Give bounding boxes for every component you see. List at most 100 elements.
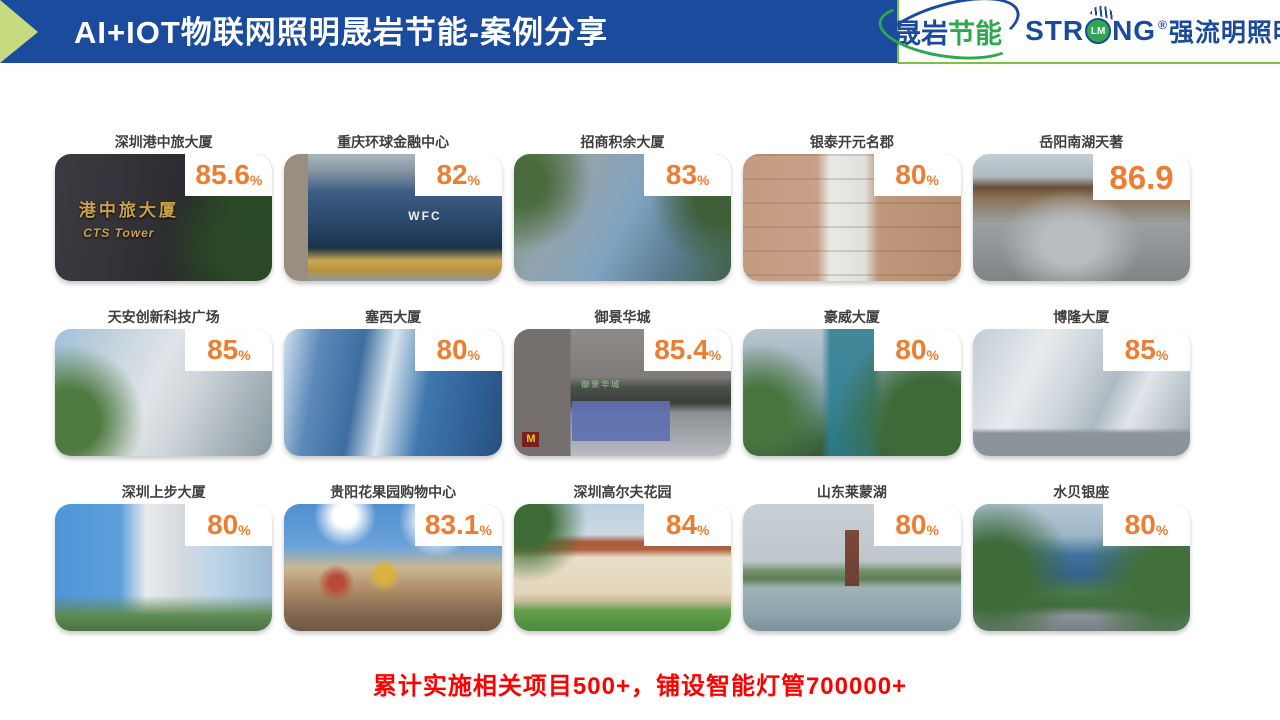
case-card: 深圳高尔夫花园 84% <box>513 483 732 631</box>
case-title: 深圳港中旅大厦 <box>114 134 213 150</box>
logo-text-cn-green: 节能 <box>948 18 1003 49</box>
percent-sign: % <box>249 172 263 188</box>
savings-badge: 80% <box>873 329 961 371</box>
case-title: 岳阳南湖天著 <box>1039 134 1124 150</box>
savings-badge: 82% <box>414 154 502 196</box>
case-title: 重庆环球金融中心 <box>337 134 450 150</box>
savings-value: 85 <box>207 334 239 365</box>
case-card: 重庆环球金融中心 WFC 82% <box>284 133 502 281</box>
registered-mark: ® <box>1158 18 1167 32</box>
percent-sign: % <box>926 522 939 538</box>
mcdonalds-sign: M <box>522 432 540 448</box>
case-photo: 85% <box>55 329 273 456</box>
lm-badge: LM <box>1085 18 1112 44</box>
percent-sign: % <box>926 347 939 363</box>
case-card: 招商积余大厦 83% <box>513 133 732 281</box>
percent-sign: % <box>238 347 251 363</box>
savings-value: 85.4 <box>654 334 709 365</box>
photo-text: WFC <box>408 208 442 223</box>
savings-value: 80 <box>895 334 927 365</box>
savings-badge: 80% <box>1102 504 1190 546</box>
strong-logo: STR LM NG ® 强流明照明 <box>1025 3 1280 49</box>
case-photo: 84% <box>513 504 732 631</box>
savings-badge: 84% <box>644 504 732 546</box>
savings-badge: 83.1% <box>414 504 502 546</box>
case-card: 塞西大厦 80% <box>284 308 502 456</box>
case-card: 深圳港中旅大厦 港中旅大厦 CTS Tower 85.6% <box>55 133 273 281</box>
logo-text-str: STR <box>1025 15 1085 46</box>
savings-badge: 85.6% <box>185 154 273 196</box>
savings-value: 85.6 <box>195 159 250 190</box>
savings-value: 80 <box>895 509 927 540</box>
case-photo: WFC 82% <box>284 154 502 281</box>
savings-badge: 83% <box>644 154 732 196</box>
savings-value: 85 <box>1124 334 1156 365</box>
case-title: 招商积余大厦 <box>580 134 665 150</box>
savings-badge: 80% <box>414 329 502 371</box>
percent-sign: % <box>1155 522 1169 538</box>
case-card: 天安创新科技广场 85% <box>55 308 273 456</box>
logo-text-ng: NG <box>1112 15 1157 46</box>
savings-badge: 86.9 <box>1092 154 1190 200</box>
savings-badge: 85% <box>1102 329 1190 371</box>
case-grid: 深圳港中旅大厦 港中旅大厦 CTS Tower 85.6% 重庆环球金融中心 W… <box>55 133 1190 631</box>
case-title: 山东莱蒙湖 <box>816 484 887 500</box>
fan-stripes-icon <box>1090 3 1117 20</box>
case-title: 豪威大厦 <box>823 309 880 325</box>
case-title: 贵阳花果园购物中心 <box>330 484 457 500</box>
summary-statement: 累计实施相关项目500+，铺设智能灯管700000+ <box>372 673 908 700</box>
percent-sign: % <box>697 172 710 188</box>
savings-value: 86.9 <box>1109 158 1174 196</box>
case-title: 博隆大厦 <box>1053 309 1110 325</box>
case-title: 深圳上步大厦 <box>121 484 206 500</box>
case-photo: 港中旅大厦 CTS Tower 85.6% <box>55 154 273 281</box>
percent-sign: % <box>479 522 492 538</box>
photo-text: 港中旅大厦 <box>78 200 179 220</box>
header-bar: AI+IOT物联网照明晟岩节能-案例分享 <box>0 0 897 63</box>
percent-sign: % <box>697 522 710 538</box>
arrow-icon <box>0 0 38 63</box>
case-title: 天安创新科技广场 <box>107 309 220 325</box>
savings-value: 83 <box>665 159 698 190</box>
savings-value: 84 <box>665 509 698 540</box>
savings-badge: 80% <box>873 504 961 546</box>
case-card: 水贝银座 80% <box>972 483 1190 631</box>
case-title: 银泰开元名郡 <box>809 134 894 150</box>
savings-badge: 85.4% <box>644 329 732 371</box>
percent-sign: % <box>1155 347 1169 363</box>
case-card: 贵阳花果园购物中心 83.1% <box>284 483 502 631</box>
case-title: 御景华城 <box>594 309 651 325</box>
savings-badge: 85% <box>185 329 273 371</box>
percent-sign: % <box>708 347 722 363</box>
savings-value: 80 <box>207 509 239 540</box>
percent-sign: % <box>238 522 251 538</box>
case-photo: 86.9 <box>972 154 1190 281</box>
case-card: 博隆大厦 85% <box>972 308 1190 456</box>
lm-circle-icon: LM <box>1085 3 1117 44</box>
case-photo: 80% <box>743 154 961 281</box>
savings-value: 80 <box>1124 509 1156 540</box>
case-card: 御景华城 御景华城 M 85.4% <box>513 308 732 456</box>
page-title: AI+IOT物联网照明晟岩节能-案例分享 <box>74 15 609 50</box>
savings-value: 80 <box>436 334 468 365</box>
logo-text-cn-right: 强流明照明 <box>1168 19 1280 47</box>
savings-value: 83.1 <box>424 509 480 540</box>
photo-text: CTS Tower <box>83 226 155 241</box>
savings-value: 80 <box>895 159 927 190</box>
logo-text-cn-blue: 晟岩 <box>894 18 949 49</box>
case-title: 塞西大厦 <box>365 309 422 325</box>
case-card: 山东莱蒙湖 80% <box>743 483 961 631</box>
savings-value: 82 <box>436 159 468 190</box>
case-photo: 85% <box>972 329 1190 456</box>
savings-badge: 80% <box>185 504 273 546</box>
logo-panel: 晟岩节能 STR LM NG ® 强流明照明 <box>869 0 1280 79</box>
case-photo: 80% <box>55 504 273 631</box>
savings-badge: 80% <box>873 154 961 196</box>
case-card: 银泰开元名郡 80% <box>743 133 961 281</box>
percent-sign: % <box>467 347 481 363</box>
case-photo: 80% <box>743 504 961 631</box>
case-card: 豪威大厦 80% <box>743 308 961 456</box>
shengyan-logo: 晟岩节能 <box>869 0 1028 79</box>
case-photo: 80% <box>743 329 961 456</box>
case-photo: 83% <box>513 154 732 281</box>
